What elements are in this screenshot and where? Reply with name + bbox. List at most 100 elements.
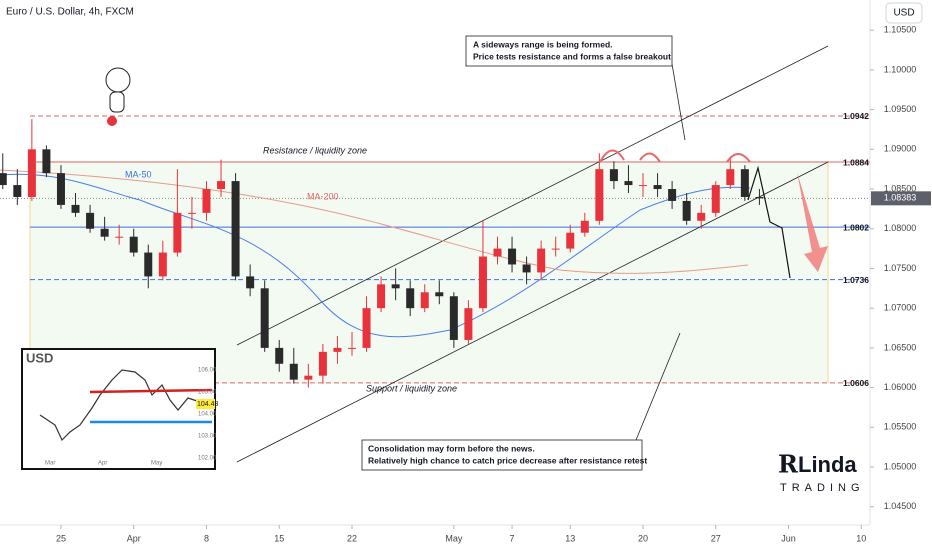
candle-body	[260, 288, 269, 348]
resistance-label: Resistance / liquidity zone	[263, 145, 367, 155]
y-tick-label: 1.06500	[884, 342, 917, 352]
candle-body	[595, 169, 604, 221]
x-tick-label: 10	[856, 533, 866, 543]
y-tick-label: 1.07000	[884, 303, 917, 313]
candle-body	[202, 189, 211, 213]
inset-y-label: 106.00	[198, 368, 217, 374]
candle-body	[624, 181, 633, 186]
chart-title: Euro / U.S. Dollar, 4h, FXCM	[6, 7, 134, 18]
level-label: 1.0884	[843, 157, 869, 167]
candle-body	[173, 212, 182, 253]
candle-body	[508, 248, 517, 265]
candle-body	[420, 292, 429, 309]
annotation-box	[361, 439, 643, 471]
level-label: 1.0736	[843, 275, 869, 285]
candle-body	[566, 232, 575, 249]
y-tick-label: 1.05000	[884, 461, 917, 471]
candle-body	[522, 264, 531, 273]
candle-body	[304, 375, 313, 380]
candle-body	[42, 149, 51, 174]
candle-body	[246, 276, 255, 289]
inset-chart: USD 104.43 106.00 105.00 104.00 103.00 102.0…	[21, 348, 219, 470]
candle-body	[231, 181, 240, 277]
candle-body	[711, 185, 720, 213]
annotation-text: Consolidation may form before the news.	[368, 443, 535, 453]
candle-body	[144, 252, 153, 277]
candle-body	[697, 212, 706, 221]
channel-lower	[236, 161, 829, 463]
annotation-text: Price tests resistance and forms a false…	[473, 51, 671, 61]
candle-body	[682, 200, 691, 221]
candle-body	[158, 252, 167, 277]
logo-mark: R	[778, 450, 799, 479]
currency-button[interactable]	[885, 2, 923, 24]
candle-body	[318, 351, 327, 376]
candle-body	[27, 149, 36, 197]
candle-body	[377, 284, 386, 309]
candle-body	[668, 189, 677, 201]
candle-body	[639, 185, 648, 187]
candle-body	[537, 248, 546, 273]
candle-body	[406, 288, 415, 309]
inset-x-label: May	[151, 461, 162, 467]
x-tick-label: 22	[347, 533, 357, 543]
candle-body	[435, 292, 444, 297]
x-tick-label: 13	[565, 533, 575, 543]
x-tick-label: 15	[274, 533, 284, 543]
y-tick-label: 1.08500	[884, 183, 917, 193]
candle-body	[653, 185, 662, 190]
candle-body	[755, 196, 764, 199]
y-tick-label: 1.09000	[884, 144, 917, 154]
candle-body	[333, 347, 342, 352]
x-tick-label: May	[445, 533, 463, 543]
candle-body	[464, 308, 473, 340]
candle-body	[740, 169, 749, 197]
candle-body	[551, 248, 560, 250]
candle-body	[13, 185, 22, 197]
candle-body	[478, 256, 487, 309]
y-tick-label: 1.06000	[884, 382, 917, 392]
inset-x-label: Apr	[98, 461, 107, 467]
ma-50-label: MA-50	[125, 169, 152, 179]
candle-body	[115, 236, 124, 238]
candle-body	[493, 248, 502, 257]
y-tick-label: 1.09500	[884, 104, 917, 114]
candle-body	[289, 363, 298, 380]
inset-title: USD	[26, 350, 53, 365]
support-label: Support / liquidity zone	[366, 383, 457, 393]
level-label: 1.0606	[843, 378, 869, 388]
candle-body	[217, 181, 226, 190]
candle-body	[187, 212, 196, 214]
logo-name: Linda	[798, 452, 857, 477]
down-arrow	[797, 172, 828, 272]
ma-200	[0, 169, 749, 274]
candle-body	[71, 204, 80, 213]
y-tick-label: 1.07500	[884, 263, 917, 273]
candle-body	[129, 236, 138, 253]
inset-y-label: 105.00	[198, 390, 217, 396]
y-tick-label: 1.10500	[884, 25, 917, 35]
channel-upper	[236, 45, 829, 346]
candle-body	[0, 173, 7, 186]
candle-body	[449, 296, 458, 340]
y-tick-label: 1.08000	[884, 223, 917, 233]
candle-body	[580, 220, 589, 233]
y-tick-label: 1.10000	[884, 64, 917, 74]
candle-body	[609, 169, 618, 182]
candle-body	[86, 212, 95, 229]
peak-marks	[599, 149, 751, 163]
x-tick-label: Apr	[127, 533, 141, 543]
x-tick-label: 27	[711, 533, 721, 543]
inset-y-label: 102.00	[198, 456, 217, 462]
inset-y-label: 104.00	[198, 412, 217, 418]
candle-body	[726, 169, 735, 186]
candle-body	[391, 284, 400, 289]
y-tick-label: 1.04500	[884, 501, 917, 511]
annotation-text: A sideways range is being formed.	[473, 39, 613, 49]
level-label: 1.0802	[843, 222, 869, 232]
candle-body	[275, 347, 284, 364]
candle-body	[100, 228, 109, 237]
candle-body	[56, 173, 65, 205]
callout-line	[671, 63, 686, 141]
